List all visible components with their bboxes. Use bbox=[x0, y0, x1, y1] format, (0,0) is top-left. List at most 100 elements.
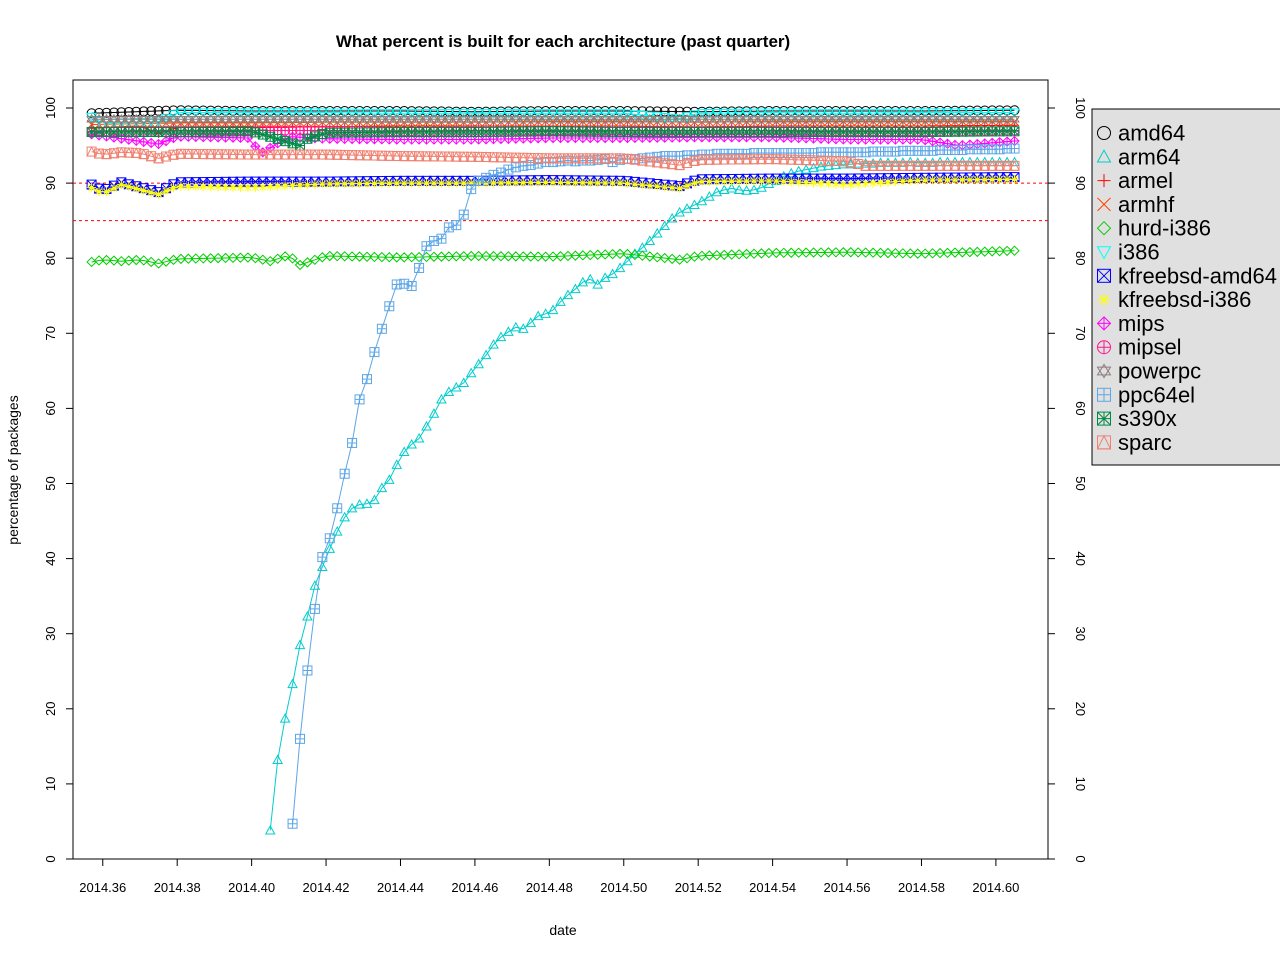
data-point bbox=[242, 148, 254, 160]
data-point bbox=[897, 160, 909, 171]
data-point bbox=[659, 220, 671, 231]
data-point bbox=[428, 113, 440, 125]
data-point bbox=[517, 152, 529, 163]
data-point bbox=[971, 160, 983, 171]
data-point bbox=[786, 177, 796, 187]
y-tick-label: 0 bbox=[43, 855, 58, 862]
data-point bbox=[748, 108, 760, 119]
y-tick-label: 40 bbox=[43, 551, 58, 565]
data-point bbox=[272, 133, 283, 144]
data-point bbox=[465, 367, 477, 378]
data-point bbox=[711, 154, 723, 165]
data-point bbox=[272, 148, 283, 160]
data-point bbox=[1010, 174, 1020, 184]
data-point bbox=[369, 494, 380, 505]
data-point bbox=[556, 177, 565, 187]
data-point bbox=[93, 113, 105, 125]
data-point bbox=[934, 113, 946, 125]
data-point bbox=[696, 109, 708, 119]
data-point bbox=[845, 156, 857, 168]
data-point bbox=[830, 113, 842, 125]
data-point bbox=[942, 108, 953, 119]
data-point bbox=[697, 177, 707, 187]
data-point bbox=[950, 175, 960, 185]
data-point bbox=[399, 178, 409, 188]
data-point bbox=[287, 108, 298, 119]
x-tick-label: 2014.52 bbox=[675, 880, 722, 895]
series-powerpc bbox=[86, 113, 1020, 125]
data-point bbox=[324, 533, 335, 544]
legend-symbol-s390x bbox=[1097, 411, 1111, 426]
data-point bbox=[816, 178, 826, 188]
data-point bbox=[622, 255, 633, 266]
data-point bbox=[845, 113, 857, 125]
data-point bbox=[727, 176, 737, 186]
data-point bbox=[346, 149, 358, 161]
data-point bbox=[592, 113, 604, 125]
data-point bbox=[935, 175, 945, 185]
data-point bbox=[562, 109, 574, 119]
y-tick-label: 50 bbox=[43, 476, 58, 490]
data-point bbox=[830, 109, 842, 119]
data-point bbox=[764, 176, 774, 186]
series-i386 bbox=[86, 108, 1020, 129]
data-point bbox=[227, 108, 239, 119]
data-point bbox=[160, 113, 172, 125]
data-point bbox=[518, 251, 529, 262]
data-point bbox=[733, 249, 745, 260]
x-tick-label: 2014.60 bbox=[972, 880, 1019, 895]
data-point bbox=[778, 153, 790, 165]
data-point bbox=[340, 179, 350, 189]
data-point bbox=[93, 147, 105, 159]
data-point bbox=[369, 347, 380, 358]
data-point bbox=[741, 113, 752, 125]
data-point bbox=[837, 158, 849, 169]
data-point bbox=[733, 108, 745, 119]
data-point bbox=[138, 113, 150, 125]
data-point bbox=[369, 108, 380, 119]
data-point bbox=[986, 108, 998, 119]
data-point bbox=[905, 176, 915, 186]
data-point bbox=[689, 113, 700, 125]
data-point bbox=[510, 321, 522, 332]
data-point bbox=[823, 108, 834, 119]
data-point bbox=[421, 106, 432, 117]
data-point bbox=[979, 246, 990, 257]
data-point bbox=[302, 108, 313, 119]
data-point bbox=[465, 250, 477, 262]
data-point bbox=[383, 474, 395, 484]
data-point bbox=[436, 233, 447, 244]
data-point bbox=[242, 108, 254, 119]
data-point bbox=[294, 148, 306, 160]
legend-symbol-i386 bbox=[1096, 246, 1112, 260]
data-point bbox=[964, 246, 976, 258]
data-point bbox=[644, 251, 656, 262]
data-point bbox=[979, 108, 991, 119]
data-point bbox=[325, 179, 335, 189]
data-point bbox=[287, 148, 298, 160]
data-point bbox=[592, 278, 604, 289]
data-point bbox=[354, 149, 365, 161]
legend-label-i386: i386 bbox=[1118, 240, 1160, 265]
data-point bbox=[651, 156, 663, 168]
data-point bbox=[302, 113, 313, 125]
data-point bbox=[882, 108, 894, 119]
data-point bbox=[101, 187, 111, 197]
data-point bbox=[614, 113, 626, 125]
data-point bbox=[599, 272, 611, 282]
data-point bbox=[153, 113, 164, 125]
data-point bbox=[279, 251, 291, 262]
data-point bbox=[145, 150, 157, 162]
data-point bbox=[376, 323, 387, 334]
data-point bbox=[279, 148, 291, 160]
data-point bbox=[87, 183, 97, 193]
data-point bbox=[830, 155, 842, 166]
data-point bbox=[965, 175, 975, 185]
data-point bbox=[331, 108, 343, 119]
data-point bbox=[838, 247, 849, 258]
data-point bbox=[912, 113, 924, 125]
legend-symbol-amd64 bbox=[1097, 126, 1111, 140]
data-point bbox=[593, 178, 603, 188]
data-point bbox=[518, 106, 529, 117]
data-point bbox=[763, 247, 775, 259]
